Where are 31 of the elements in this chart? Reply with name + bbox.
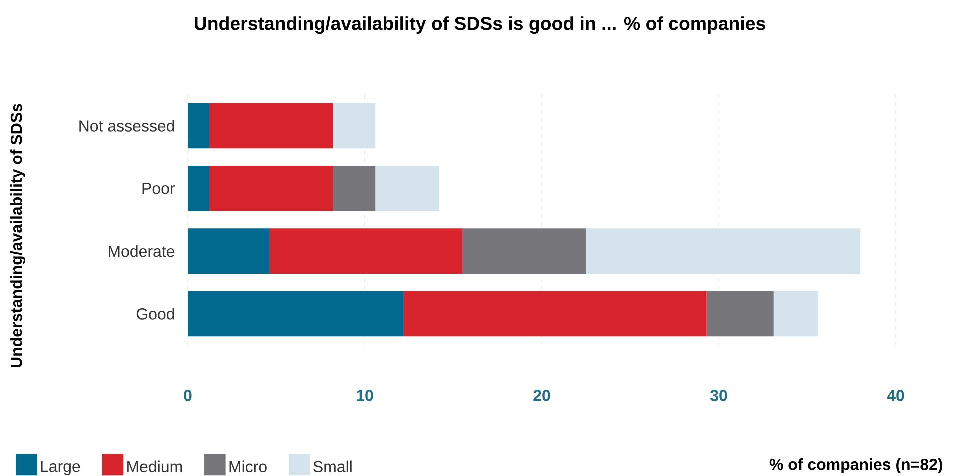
- bar: [774, 291, 818, 337]
- x-tick-label: 20: [534, 390, 550, 402]
- x-tick-label: 0: [184, 390, 192, 402]
- bar: [269, 228, 462, 274]
- bar: [404, 291, 707, 337]
- bar: [333, 103, 376, 149]
- bar: [706, 291, 774, 337]
- bar: [209, 166, 334, 212]
- legend-label: Micro: [230, 460, 267, 473]
- bar: [462, 228, 586, 274]
- x-tick-label: 40: [887, 390, 904, 402]
- y-tick-label: Moderate: [109, 245, 175, 258]
- y-tick-label: Good: [136, 308, 174, 320]
- bar: [188, 166, 210, 212]
- legend-label: Medium: [128, 460, 182, 473]
- x-tick-label: 30: [710, 390, 728, 402]
- bar: [188, 103, 210, 149]
- y-axis-title: Understanding/availability of SDSs: [10, 104, 26, 368]
- y-tick-label: Not assessed: [80, 120, 174, 132]
- chart-title: Understanding/availability of SDSs is good in ... % of companies: [195, 16, 766, 34]
- x-axis-title: % of companies (n=82): [770, 458, 942, 474]
- bar: [209, 103, 334, 149]
- bar: [376, 166, 440, 212]
- bar: [188, 228, 270, 274]
- bar: [333, 166, 376, 212]
- x-tick-label: 10: [357, 390, 374, 402]
- legend-label: Large: [41, 461, 80, 476]
- y-tick-label: Poor: [142, 183, 176, 194]
- legend-label: Small: [314, 460, 352, 473]
- bar: [188, 291, 404, 337]
- bar: [586, 228, 861, 274]
